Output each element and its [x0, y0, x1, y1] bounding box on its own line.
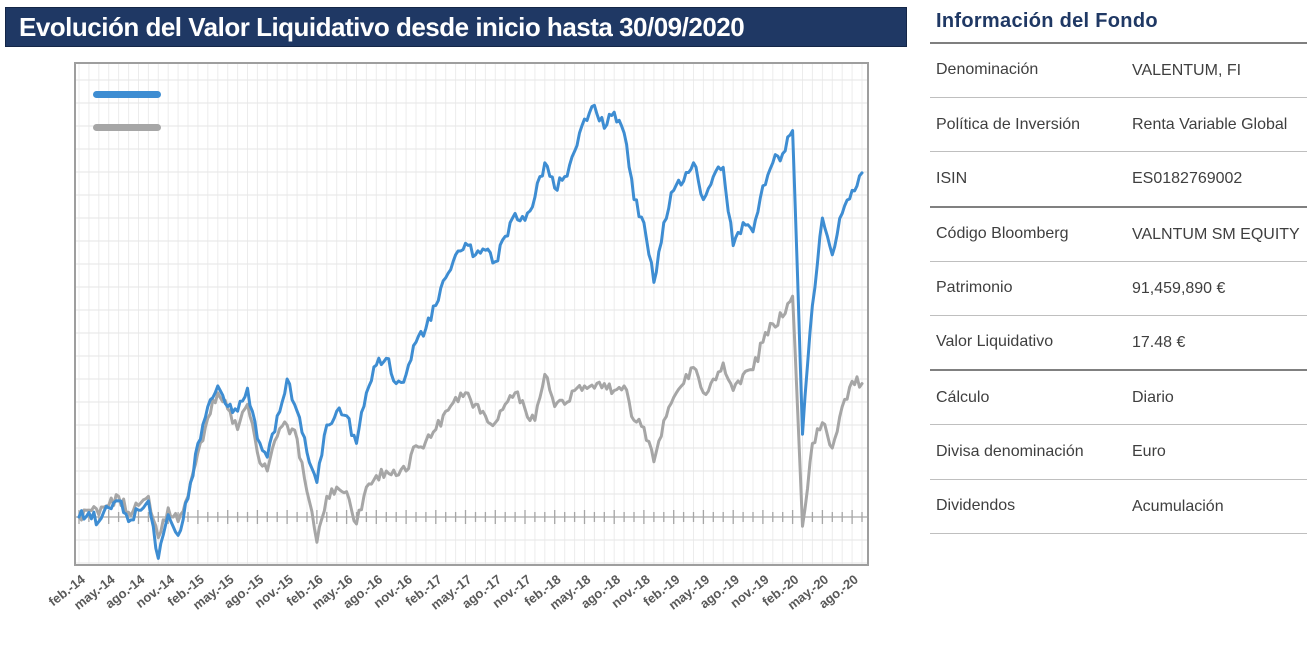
info-row-label: Patrimonio — [936, 279, 1013, 297]
legend-fund-swatch — [93, 91, 161, 98]
info-row-value: VALNTUM SM EQUITY — [1132, 225, 1300, 243]
info-row-label: Cálculo — [936, 388, 990, 406]
info-row: ISIN ES0182769002 — [930, 152, 1307, 208]
x-axis-baseline — [75, 510, 869, 524]
chart-title: Evolución del Valor Liquidativo desde in… — [19, 11, 745, 42]
info-row-label: Política de Inversión — [936, 115, 1081, 133]
info-row: Patrimonio 91,459,890 € — [930, 262, 1307, 316]
chart-horizontal-gridlines — [75, 79, 868, 564]
info-row-label: Valor Liquidativo — [936, 333, 1054, 351]
fund-nav-line — [77, 103, 864, 560]
info-row-label: ISIN — [936, 169, 968, 187]
info-row: Cálculo Diario — [930, 371, 1307, 426]
info-row-label: Denominación — [936, 61, 1039, 79]
info-row-value: Acumulación — [1132, 497, 1224, 515]
info-row-label: Dividendos — [936, 496, 1016, 514]
info-row-value: VALENTUM, FI — [1132, 62, 1242, 79]
info-row-label: Divisa denominación — [936, 442, 1084, 460]
legend-benchmark-swatch — [93, 124, 161, 131]
chart-title-bar: Evolución del Valor Liquidativo desde in… — [5, 7, 907, 47]
nav-evolution-chart: feb.-14may.-14ago.-14nov.-14feb.-15may.-… — [46, 62, 869, 613]
info-panel-title: Información del Fondo — [930, 10, 1307, 44]
info-row: Código Bloomberg VALNTUM SM EQUITY — [930, 208, 1307, 262]
info-row-value: Diario — [1132, 389, 1174, 407]
info-row-value: Renta Variable Global — [1132, 116, 1288, 134]
info-row: Política de Inversión Renta Variable Glob… — [930, 98, 1307, 153]
info-row-value: Euro — [1132, 443, 1166, 461]
chart-vertical-gridlines — [78, 63, 863, 565]
info-row-value: 91,459,890 € — [1132, 279, 1226, 297]
info-row: Dividendos Acumulación — [930, 480, 1307, 534]
info-row-value: ES0182769002 — [1132, 170, 1243, 188]
info-rows-list: Denominación VALENTUM, FI Política de Inve… — [930, 44, 1307, 534]
plot-area-border — [74, 62, 869, 566]
info-row: Divisa denominación Euro — [930, 425, 1307, 480]
info-row-value: 17.48 € — [1132, 333, 1186, 351]
info-row: Denominación VALENTUM, FI — [930, 44, 1307, 99]
info-row-label: Código Bloomberg — [936, 224, 1069, 242]
benchmark-line — [77, 294, 864, 544]
fund-info-panel: Información del Fondo Denominación VALENT… — [930, 10, 1307, 534]
info-row: Valor Liquidativo 17.48 € — [930, 316, 1307, 372]
